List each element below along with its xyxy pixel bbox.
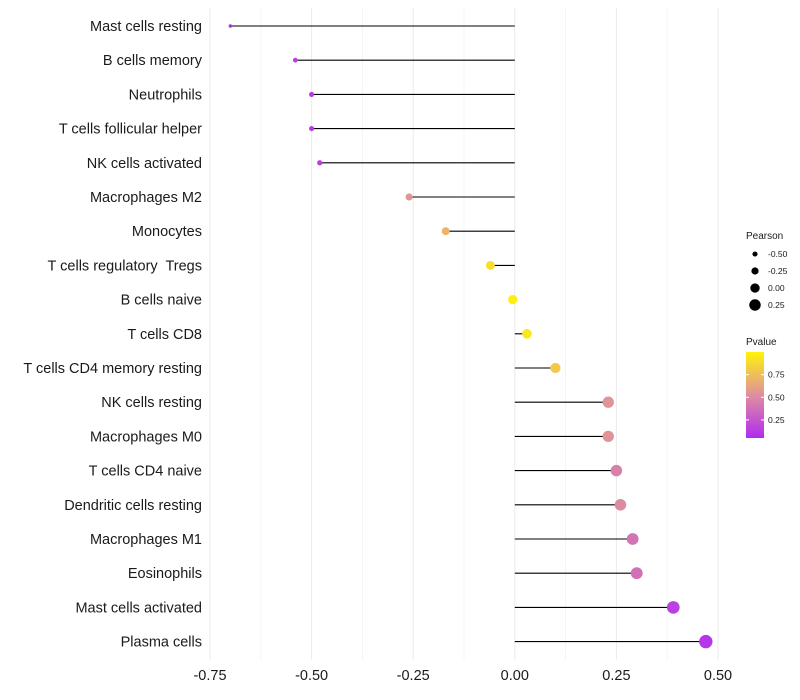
color-legend-label: 0.25 bbox=[768, 415, 785, 425]
lollipop-point bbox=[602, 430, 614, 443]
category-labels: Mast cells resting B cells memory Neutroph… bbox=[23, 19, 202, 651]
category-label: T cells CD4 naive bbox=[89, 464, 202, 480]
lollipop-point bbox=[405, 193, 413, 201]
lollipop-point bbox=[508, 294, 518, 305]
lollipop-point bbox=[522, 328, 532, 339]
stems bbox=[230, 25, 706, 643]
color-legend-label: 0.50 bbox=[768, 392, 785, 402]
lollipop-point bbox=[630, 567, 643, 580]
category-label: T cells CD8 bbox=[127, 327, 202, 343]
size-legend-label: -0.25 bbox=[768, 266, 788, 276]
lollipop-point bbox=[550, 362, 561, 374]
x-tick-label: 0.00 bbox=[501, 668, 529, 684]
category-label: NK cells activated bbox=[87, 156, 202, 172]
x-tick-label: 0.25 bbox=[602, 668, 630, 684]
category-label: Plasma cells bbox=[121, 635, 202, 651]
lollipop-point bbox=[228, 24, 233, 28]
category-label: T cells regulatory Tregs bbox=[48, 258, 202, 274]
category-label: Macrophages M0 bbox=[90, 429, 202, 445]
category-label: NK cells resting bbox=[101, 395, 202, 411]
size-legend-key bbox=[752, 251, 758, 257]
size-legend-label: 0.25 bbox=[768, 300, 785, 310]
x-tick-label: -0.50 bbox=[295, 668, 328, 684]
x-tick-label: -0.25 bbox=[397, 668, 430, 684]
lollipop-point bbox=[666, 601, 680, 614]
size-legend-title: Pearson bbox=[746, 231, 783, 242]
category-label: Macrophages M1 bbox=[90, 532, 202, 548]
points bbox=[228, 24, 713, 649]
size-legend-key bbox=[749, 299, 761, 311]
x-tick-label: 0.50 bbox=[704, 668, 732, 684]
lollipop-point bbox=[317, 160, 323, 166]
category-label: Neutrophils bbox=[129, 87, 202, 103]
lollipop-point bbox=[441, 227, 450, 236]
size-legend-key bbox=[750, 283, 760, 293]
category-label: T cells follicular helper bbox=[59, 122, 202, 138]
category-label: Mast cells resting bbox=[90, 19, 202, 35]
lollipop-point bbox=[292, 57, 298, 63]
size-legend-label: 0.00 bbox=[768, 283, 785, 293]
lollipop-point bbox=[699, 634, 713, 649]
x-tick-label: -0.75 bbox=[193, 668, 226, 684]
pvalue-colorbar bbox=[746, 352, 764, 438]
lollipop-point bbox=[614, 499, 627, 511]
category-label: Monocytes bbox=[132, 224, 202, 240]
category-label: Dendritic cells resting bbox=[64, 498, 202, 514]
color-legend-label: 0.75 bbox=[768, 370, 785, 380]
lollipop-point bbox=[309, 126, 315, 132]
category-label: Eosinophils bbox=[128, 566, 202, 582]
category-label: T cells CD4 memory resting bbox=[23, 361, 202, 377]
category-label: Macrophages M2 bbox=[90, 190, 202, 206]
grid-lines bbox=[209, 8, 719, 660]
color-legend-title: Pvalue bbox=[746, 337, 777, 348]
category-label: B cells naive bbox=[121, 293, 202, 309]
size-legend-key bbox=[751, 267, 759, 275]
category-label: Mast cells activated bbox=[75, 600, 202, 616]
lollipop-point bbox=[626, 533, 639, 545]
legends: Pearson Pvalue -0.50 -0.25 0.00 0.25 0.75 0.5… bbox=[746, 231, 788, 438]
lollipop-point bbox=[610, 464, 623, 477]
x-axis-ticks: -0.75 -0.50 -0.25 0.00 0.25 0.50 bbox=[193, 668, 732, 684]
category-label: B cells memory bbox=[103, 53, 203, 69]
size-legend-label: -0.50 bbox=[768, 249, 788, 259]
lollipop-point bbox=[602, 396, 614, 408]
lollipop-point bbox=[309, 91, 315, 97]
lollipop-point bbox=[485, 260, 495, 270]
